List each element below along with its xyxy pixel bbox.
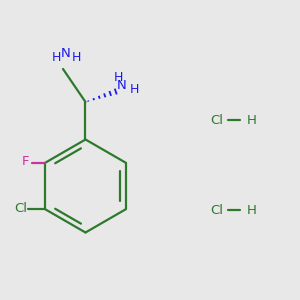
Text: H: H <box>129 82 139 96</box>
Text: H: H <box>247 113 256 127</box>
Text: N: N <box>61 47 71 60</box>
Text: Cl: Cl <box>14 202 27 215</box>
Text: H: H <box>114 71 123 84</box>
Text: H: H <box>72 51 81 64</box>
Text: Cl: Cl <box>210 203 223 217</box>
Text: F: F <box>21 155 29 168</box>
Text: H: H <box>247 203 256 217</box>
Text: H: H <box>52 51 61 64</box>
Text: N: N <box>117 79 127 92</box>
Text: Cl: Cl <box>210 113 223 127</box>
